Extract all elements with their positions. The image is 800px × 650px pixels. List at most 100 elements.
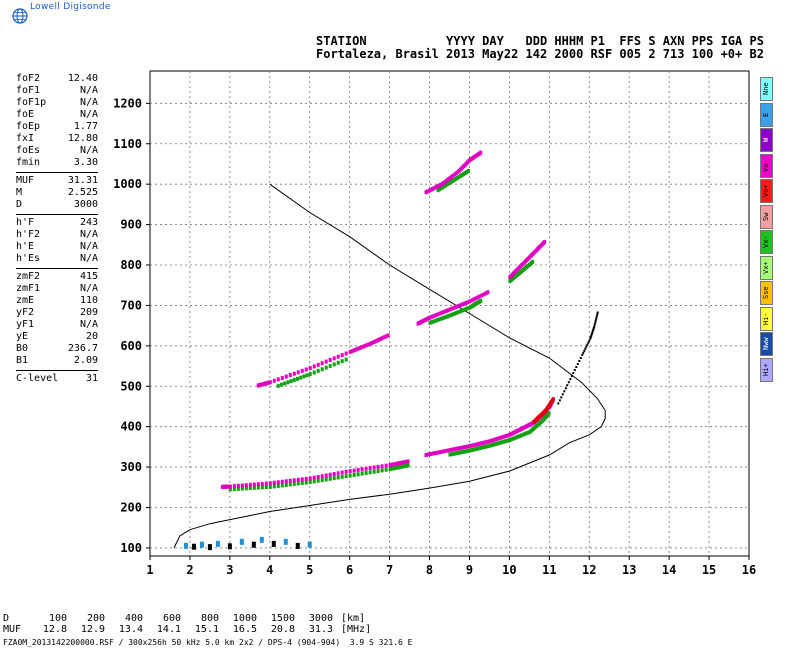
- o-echo-point: [406, 459, 410, 464]
- muf-label: MUF: [3, 624, 22, 635]
- e-layer-echo-point: [295, 542, 300, 549]
- legend-tab-sse[interactable]: Sse: [760, 281, 773, 305]
- x-echo-point: [500, 440, 504, 445]
- x-echo-point: [340, 474, 344, 479]
- e-layer-echo-point: [239, 538, 244, 545]
- logo: Lowell Digisonde: [6, 2, 246, 28]
- x-echo-point: [498, 440, 502, 445]
- legend-tab-hi[interactable]: Hi-: [760, 306, 773, 331]
- x-echo-point: [490, 443, 494, 448]
- o-echo-point: [396, 461, 400, 466]
- param-label: foEs: [16, 145, 41, 156]
- o-echo-point: [232, 484, 236, 489]
- legend-tab-nww[interactable]: Nww: [760, 332, 773, 356]
- o-echo-point: [456, 304, 460, 309]
- x-echo-point: [348, 473, 352, 478]
- x-echo-point: [430, 320, 434, 325]
- param-row: MUF 31.31: [16, 175, 98, 187]
- o-echo-point: [486, 290, 490, 295]
- noise-echo-point: [590, 333, 593, 336]
- o-echo-point: [402, 460, 406, 465]
- o-echo-point: [452, 305, 456, 310]
- o-echo-point: [448, 307, 452, 312]
- legend-tab-sw[interactable]: Sw: [760, 204, 773, 229]
- param-value: N/A: [79, 241, 98, 252]
- o-echo-point: [304, 476, 308, 481]
- param-value: 3000: [73, 199, 98, 210]
- x-echo-point: [332, 476, 336, 481]
- legend-tab-vo[interactable]: Vo+: [760, 179, 773, 203]
- o-echo-point: [300, 477, 304, 482]
- x-echo-point: [260, 485, 264, 490]
- e-layer-echo-point: [307, 541, 312, 548]
- param-row: fmin 3.30: [16, 157, 98, 169]
- x-echo-point: [402, 464, 406, 469]
- y-tick-label: 1000: [113, 177, 142, 191]
- param-row: h'F2 N/A: [16, 229, 98, 241]
- muf-unit: [MHz]: [341, 624, 372, 635]
- o-echo-point: [320, 474, 324, 479]
- muf-value: 31.3: [308, 624, 333, 635]
- x-echo-point: [482, 445, 486, 450]
- x-echo-point: [480, 445, 484, 450]
- x-echo-point: [336, 475, 340, 480]
- param-value: N/A: [79, 85, 98, 96]
- legend-tab-vx[interactable]: Vx+: [760, 255, 773, 280]
- x-echo-point: [332, 362, 336, 367]
- x-echo-point: [488, 443, 492, 448]
- o-echo-point: [478, 441, 482, 446]
- legend-tab-vx[interactable]: Vx-: [760, 230, 773, 254]
- o-echo-point: [296, 477, 300, 482]
- legend-tab-w[interactable]: W: [760, 128, 773, 152]
- x-echo-point: [514, 435, 518, 440]
- o-echo-point: [264, 481, 268, 486]
- x-tick-label: 13: [622, 563, 636, 577]
- x-echo-point: [295, 376, 299, 381]
- o-echo-point: [384, 334, 388, 339]
- o-echo-point: [453, 172, 457, 177]
- legend-tab-e[interactable]: E: [760, 102, 773, 127]
- o-echo-point: [300, 368, 304, 373]
- o-echo-point: [292, 478, 296, 483]
- x-echo-point: [292, 481, 296, 486]
- legend-tab-nne[interactable]: Nne: [760, 77, 773, 101]
- o-echo-point: [438, 311, 442, 316]
- x-tick-label: 3: [226, 563, 233, 577]
- noise-echo-point: [593, 323, 596, 326]
- o-echo-point: [400, 460, 404, 465]
- e-layer-echo-point: [259, 536, 264, 543]
- o-echo-point: [372, 339, 376, 344]
- o-echo-point: [272, 480, 276, 485]
- x-echo-point: [302, 374, 306, 379]
- x-echo-point: [320, 478, 324, 483]
- noise-echo-point: [594, 321, 597, 324]
- o-echo-point: [500, 435, 504, 440]
- o-echo-point: [432, 313, 436, 318]
- y-tick-label: 100: [120, 541, 142, 555]
- o-echo-point: [276, 377, 280, 382]
- legend-tab-vo[interactable]: Vo-: [760, 153, 773, 178]
- noise-echo-point: [564, 387, 567, 390]
- legend-tab-hi[interactable]: Hi+: [760, 357, 773, 382]
- o-echo-point: [450, 306, 454, 311]
- param-value: 243: [79, 217, 98, 228]
- y-tick-label: 900: [120, 218, 142, 232]
- x-echo-point: [280, 483, 284, 488]
- param-row: yE 20: [16, 331, 98, 343]
- o-echo-point: [480, 293, 484, 298]
- o-echo-point: [450, 174, 454, 179]
- o-echo-point: [384, 463, 388, 468]
- x-echo-point: [448, 313, 452, 318]
- x-echo-point: [456, 310, 460, 315]
- o-echo-point: [358, 345, 362, 350]
- o-echo-point: [482, 292, 486, 297]
- param-label: h'F: [16, 217, 35, 228]
- noise-echo-point: [593, 325, 596, 328]
- x-echo-point: [244, 486, 248, 491]
- o-echo-point: [446, 448, 450, 453]
- muf-value: 12.8: [42, 624, 67, 635]
- o-echo-point: [443, 179, 447, 184]
- param-value: 31: [85, 373, 98, 384]
- logo-text: Lowell Digisonde: [30, 2, 111, 12]
- o-echo-point: [436, 450, 440, 455]
